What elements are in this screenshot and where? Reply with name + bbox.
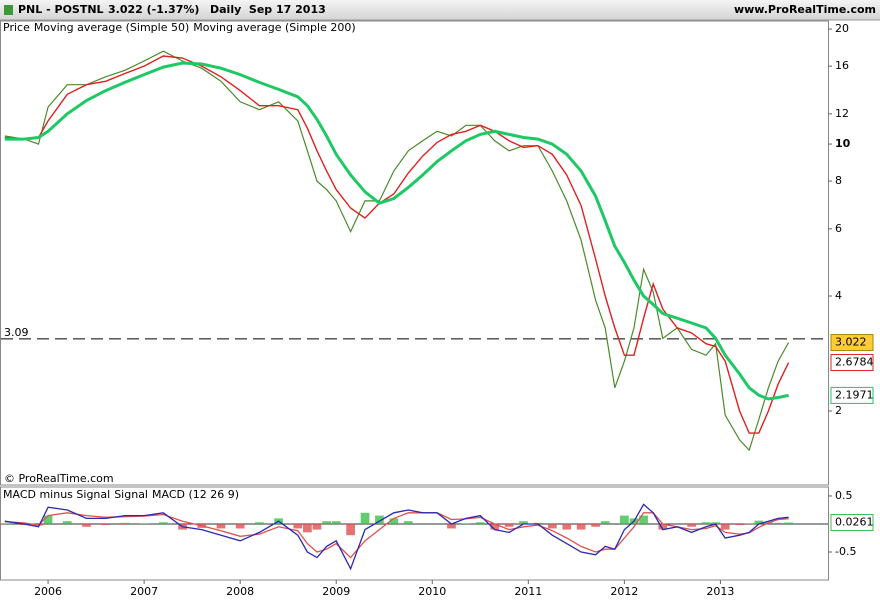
copyright: © ProRealTime.com [4, 472, 114, 485]
histogram-bar [687, 523, 696, 527]
histogram-bar [519, 521, 528, 524]
legend-entry: Moving average (Simple 50) [34, 21, 189, 34]
legend-entry: Signal [114, 488, 148, 501]
histogram-bar [0, 523, 10, 524]
series-line [4, 55, 790, 434]
histogram-bar [461, 523, 471, 524]
y-tick-label: 10 [835, 137, 851, 150]
period: Daily Sep 17 2013 [210, 3, 326, 16]
histogram-bar [744, 523, 754, 524]
value-tag: 3.022 [835, 336, 867, 349]
histogram-bar [591, 523, 600, 527]
y-tick-label: 20 [835, 22, 849, 35]
legend-entry: Moving average (Simple 200) [193, 21, 355, 34]
histogram-bar [312, 523, 322, 530]
y-tick-label: 2 [835, 404, 842, 417]
x-tick-label: 2008 [226, 585, 254, 598]
y-tick-label: 16 [835, 59, 849, 72]
value-tag-box [830, 334, 874, 352]
y-tick-label: 4 [835, 289, 842, 302]
histogram-bar [293, 523, 303, 529]
value-tag: 0.0261 [835, 516, 874, 529]
x-tick-label: 2011 [514, 585, 542, 598]
legend-entry: MACD minus Signal [3, 488, 110, 501]
histogram-bar [754, 520, 764, 524]
macd-frame [0, 486, 829, 581]
histogram-bar [235, 523, 245, 529]
value-tag-box [830, 514, 874, 532]
reference-label: 3.09 [4, 326, 29, 339]
y-tick-label: 0.5 [835, 489, 853, 502]
series-line [4, 61, 789, 401]
legend-entry: MACD (12 26 9) [152, 488, 239, 501]
histogram-bar [447, 523, 456, 529]
value-tag-box [830, 386, 874, 404]
histogram-bar [658, 523, 668, 530]
value-tag: 2.6784 [835, 356, 874, 369]
y-tick-label: -0.5 [835, 545, 856, 558]
histogram-bar [784, 522, 793, 524]
histogram-bar [639, 515, 648, 524]
price-frame [0, 20, 829, 486]
histogram-bar [43, 515, 53, 524]
header-bar [0, 0, 880, 20]
histogram-bar [562, 523, 572, 530]
histogram-bar [403, 521, 413, 524]
y-tick-label: 12 [835, 107, 849, 120]
legend-entry: Price [3, 21, 30, 34]
histogram-bar [735, 523, 744, 526]
histogram-bar [600, 521, 610, 524]
histogram-bar [346, 523, 355, 536]
histogram-bar [303, 523, 312, 533]
x-tick-label: 2010 [418, 585, 446, 598]
chart-title: PNL - POSTNL [18, 3, 104, 16]
source: www.ProRealTime.com [734, 3, 876, 16]
histogram-bar [389, 518, 399, 524]
histogram-bar [101, 523, 111, 526]
histogram-bar [701, 522, 711, 524]
value-tag: 2.1971 [835, 388, 874, 401]
y-tick-label: 8 [835, 174, 842, 187]
histogram-bar [216, 523, 226, 529]
y-tick-label: 6 [835, 222, 842, 235]
histogram-bar [773, 522, 783, 524]
histogram-bar [620, 515, 629, 524]
histogram-bar [331, 521, 341, 524]
histogram-bar [720, 523, 730, 530]
histogram-bar [475, 522, 485, 524]
x-tick-label: 2009 [322, 585, 350, 598]
histogram-bar [158, 522, 168, 524]
value-tag-box [830, 354, 874, 372]
histogram-bar [490, 523, 500, 530]
x-tick-label: 2006 [34, 585, 62, 598]
x-tick-label: 2012 [610, 585, 638, 598]
histogram-bar [711, 522, 720, 524]
x-tick-label: 2007 [130, 585, 158, 598]
series-line [4, 503, 789, 571]
x-tick-label: 2013 [706, 585, 734, 598]
histogram-bar [504, 523, 514, 527]
app-icon [4, 5, 13, 15]
histogram-bar [322, 521, 331, 524]
histogram-bar [255, 522, 264, 524]
histogram-bar [62, 521, 72, 524]
histogram-bar [360, 512, 370, 524]
histogram-bar [576, 523, 586, 530]
histogram-bar [139, 523, 149, 524]
last-price: 3.022 (-1.37%) [108, 3, 199, 16]
histogram-bar [547, 523, 557, 529]
histogram-bar [375, 515, 384, 524]
histogram-bar [82, 523, 91, 527]
series-line [4, 50, 790, 452]
histogram-bar [120, 522, 130, 524]
